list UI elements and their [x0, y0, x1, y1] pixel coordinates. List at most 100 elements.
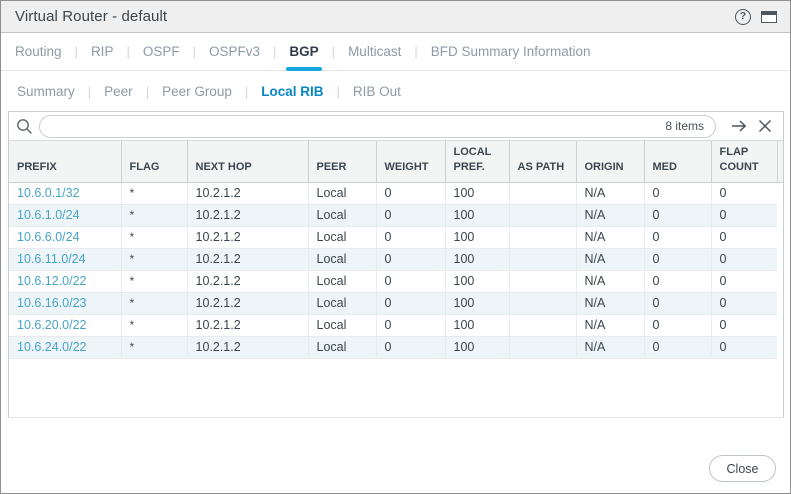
- cell-origin: N/A: [575, 270, 644, 293]
- cell-flap-count: 0: [710, 270, 777, 293]
- col-header-local-pref[interactable]: LOCAL PREF.: [444, 141, 509, 183]
- col-header-flap-count[interactable]: FLAP COUNT: [710, 141, 777, 183]
- prefix-link[interactable]: 10.6.24.0/22: [9, 336, 121, 359]
- col-header-next-hop[interactable]: NEXT HOP: [186, 141, 308, 183]
- bgp-subtabs: Summary | Peer | Peer Group | Local RIB | RIB Ou…: [1, 71, 790, 111]
- tab-rip[interactable]: RIP: [90, 44, 114, 59]
- cell-med: 0: [643, 336, 711, 359]
- tab-ospfv3[interactable]: OSPFv3: [209, 44, 261, 59]
- search-input[interactable]: [51, 115, 658, 137]
- cell-peer: Local: [307, 182, 376, 205]
- cell-next-hop: 10.2.1.2: [186, 204, 308, 227]
- table-row[interactable]: 10.6.6.0/24 * 10.2.1.2 Local 0 100 N/A 0 0: [9, 226, 777, 249]
- cell-peer: Local: [307, 314, 376, 337]
- table-row[interactable]: 10.6.24.0/22 * 10.2.1.2 Local 0 100 N/A 0 0: [9, 336, 777, 359]
- subtab-summary[interactable]: Summary: [17, 83, 75, 99]
- prefix-link[interactable]: 10.6.12.0/22: [9, 270, 121, 293]
- cell-next-hop: 10.2.1.2: [186, 270, 308, 293]
- tab-separator: |: [87, 83, 92, 99]
- tab-separator: |: [145, 83, 150, 99]
- cell-origin: N/A: [575, 336, 644, 359]
- cell-local-pref: 100: [444, 292, 509, 315]
- flag-cell: *: [120, 204, 187, 227]
- cell-peer: Local: [307, 204, 376, 227]
- tab-separator: |: [126, 44, 130, 59]
- cell-as-path: [508, 248, 576, 271]
- col-header-as-path[interactable]: AS PATH: [508, 141, 576, 183]
- cell-weight: 0: [375, 248, 445, 271]
- tab-bfd-summary-information[interactable]: BFD Summary Information: [430, 44, 591, 59]
- cell-as-path: [508, 292, 576, 315]
- col-header-prefix[interactable]: PREFIX: [9, 141, 121, 183]
- table-header-row: PREFIX FLAG NEXT HOP PEER WEIGHT LOCAL PREF. A…: [9, 141, 777, 183]
- main-tabs: Routing | RIP | OSPF | OSPFv3 | BGP | Multicast | BF…: [1, 33, 790, 71]
- table-row[interactable]: 10.6.12.0/22 * 10.2.1.2 Local 0 100 N/A 0 0: [9, 270, 777, 293]
- cell-weight: 0: [375, 336, 445, 359]
- cell-origin: N/A: [575, 226, 644, 249]
- cell-local-pref: 100: [444, 226, 509, 249]
- cell-local-pref: 100: [444, 182, 509, 205]
- col-header-weight[interactable]: WEIGHT: [375, 141, 445, 183]
- cell-origin: N/A: [575, 314, 644, 337]
- cell-origin: N/A: [575, 248, 644, 271]
- cell-as-path: [508, 336, 576, 359]
- tab-bgp[interactable]: BGP: [286, 33, 322, 71]
- search-field-pill: 8 items: [39, 114, 716, 138]
- cell-peer: Local: [307, 336, 376, 359]
- cell-as-path: [508, 314, 576, 337]
- arrow-right-icon: [732, 120, 747, 132]
- prefix-link[interactable]: 10.6.1.0/24: [9, 204, 121, 227]
- cell-origin: N/A: [575, 292, 644, 315]
- close-x-icon: [758, 119, 772, 133]
- cell-next-hop: 10.2.1.2: [186, 314, 308, 337]
- prefix-link[interactable]: 10.6.16.0/23: [9, 292, 121, 315]
- items-count-badge: 8 items: [665, 119, 704, 133]
- prefix-link[interactable]: 10.6.6.0/24: [9, 226, 121, 249]
- col-header-origin[interactable]: ORIGIN: [575, 141, 644, 183]
- subtab-peer[interactable]: Peer: [104, 83, 133, 99]
- tab-routing[interactable]: Routing: [15, 44, 62, 59]
- help-icon: ?: [735, 8, 751, 25]
- cell-med: 0: [643, 248, 711, 271]
- tab-ospf[interactable]: OSPF: [142, 44, 180, 59]
- table-row[interactable]: 10.6.16.0/23 * 10.2.1.2 Local 0 100 N/A 0 0: [9, 292, 777, 315]
- tab-multicast[interactable]: Multicast: [348, 44, 402, 59]
- cell-next-hop: 10.2.1.2: [186, 182, 308, 205]
- table-row[interactable]: 10.6.0.1/32 * 10.2.1.2 Local 0 100 N/A 0 0: [9, 182, 777, 205]
- cell-weight: 0: [375, 292, 445, 315]
- table-scroll-gutter: [777, 141, 783, 183]
- help-button[interactable]: ?: [734, 8, 752, 26]
- table-row[interactable]: 10.6.11.0/24 * 10.2.1.2 Local 0 100 N/A 0 0: [9, 248, 777, 271]
- cell-local-pref: 100: [444, 314, 509, 337]
- cell-local-pref: 100: [444, 204, 509, 227]
- cell-next-hop: 10.2.1.2: [186, 248, 308, 271]
- prefix-link[interactable]: 10.6.20.0/22: [9, 314, 121, 337]
- window-button[interactable]: [760, 8, 778, 26]
- close-button[interactable]: Close: [709, 455, 776, 482]
- tab-separator: |: [336, 83, 340, 99]
- cell-next-hop: 10.2.1.2: [186, 292, 308, 315]
- col-header-flag[interactable]: FLAG: [120, 141, 187, 183]
- table-row[interactable]: 10.6.1.0/24 * 10.2.1.2 Local 0 100 N/A 0 0: [9, 204, 777, 227]
- cell-flap-count: 0: [710, 314, 777, 337]
- prefix-link[interactable]: 10.6.11.0/24: [9, 248, 121, 271]
- subtab-local-rib[interactable]: Local RIB: [261, 83, 324, 99]
- prefix-link[interactable]: 10.6.0.1/32: [9, 182, 121, 205]
- col-header-med[interactable]: MED: [643, 141, 711, 183]
- search-icon[interactable]: [14, 116, 34, 136]
- apply-filter-button[interactable]: [729, 116, 749, 136]
- cell-weight: 0: [375, 204, 445, 227]
- cell-weight: 0: [375, 314, 445, 337]
- subtab-rib-out[interactable]: RIB Out: [352, 83, 401, 99]
- tab-separator: |: [74, 44, 78, 59]
- window-icon: [761, 10, 777, 23]
- cell-med: 0: [643, 204, 711, 227]
- table-row[interactable]: 10.6.20.0/22 * 10.2.1.2 Local 0 100 N/A 0 0: [9, 314, 777, 337]
- clear-filter-button[interactable]: [755, 116, 775, 136]
- cell-weight: 0: [375, 182, 445, 205]
- col-header-peer[interactable]: PEER: [307, 141, 376, 183]
- subtab-peer-group[interactable]: Peer Group: [162, 83, 232, 99]
- flag-cell: *: [120, 248, 187, 271]
- cell-peer: Local: [307, 270, 376, 293]
